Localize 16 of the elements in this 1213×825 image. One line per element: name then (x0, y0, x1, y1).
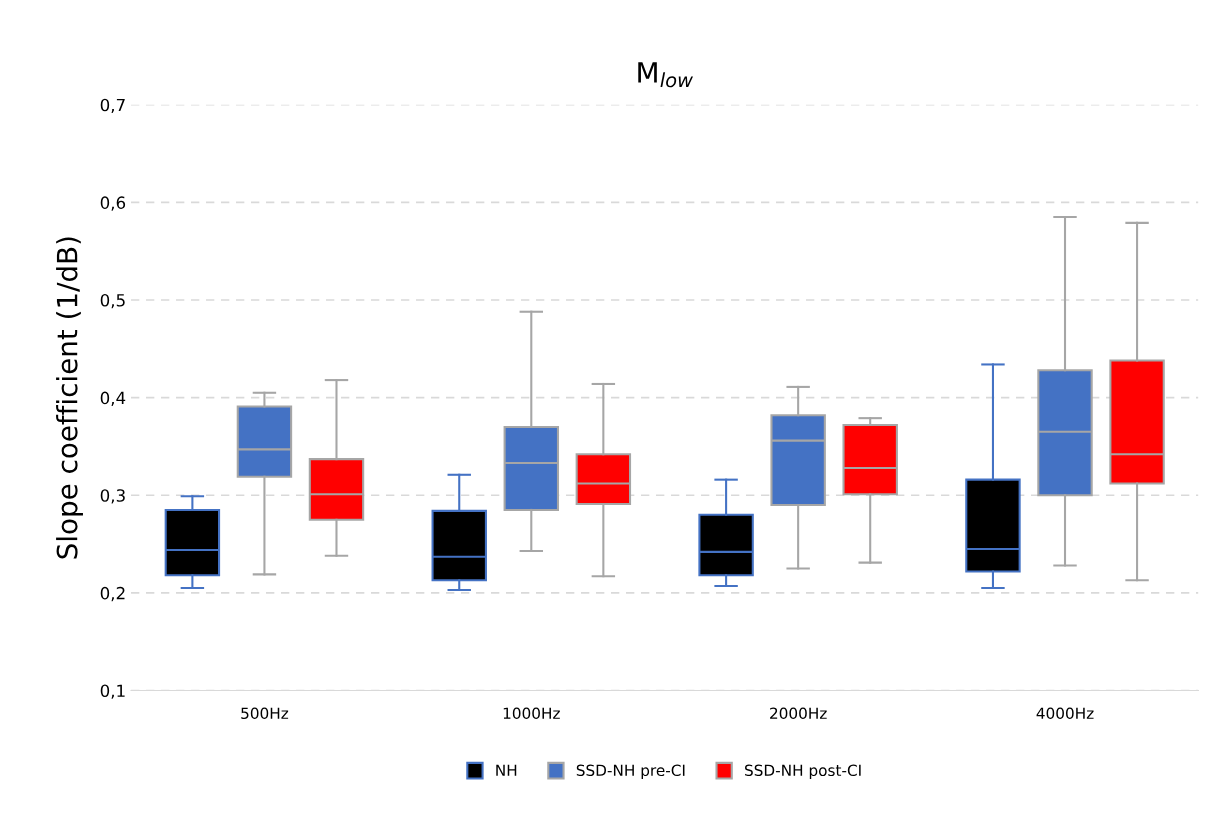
y-tick-label: 0,4 (100, 391, 126, 406)
y-tick-label: 0,5 (100, 293, 125, 309)
legend-label: NH (496, 764, 517, 776)
chart-title: M$_{low}$ (638, 62, 694, 88)
y-tick-label: 0,6 (100, 196, 126, 211)
y-tick-label: 0,7 (100, 98, 125, 114)
x-tick-label: 500Hz (241, 707, 289, 720)
legend-label: SSD-NH post-CI (745, 764, 861, 780)
y-tick-label: 0,2 (100, 586, 125, 602)
x-tick-label: 4000Hz (1036, 707, 1094, 720)
legend-label: SSD-NH pre-CI (576, 764, 685, 780)
y-tick-label: 0,3 (100, 489, 125, 504)
x-tick-label: 2000Hz (770, 707, 827, 720)
x-tick-label: 1000Hz (503, 707, 560, 720)
y-axis-title: Slope coefficient (1/dB) (56, 237, 83, 559)
y-tick-label: 0,1 (100, 684, 125, 699)
